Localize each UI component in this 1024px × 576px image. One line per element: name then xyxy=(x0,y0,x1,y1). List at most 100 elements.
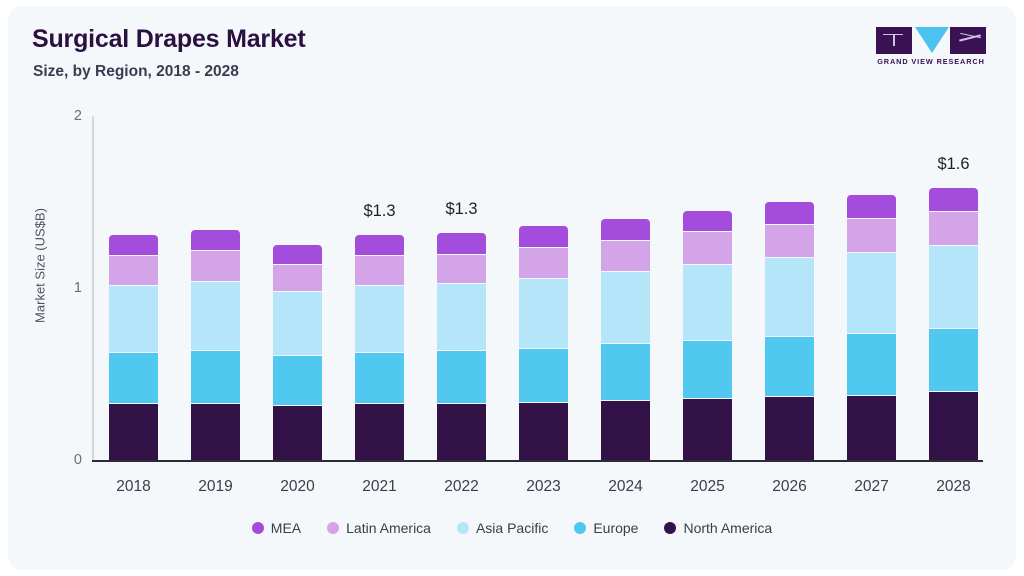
logo-square-left-icon xyxy=(876,27,912,54)
stacked-bar[interactable] xyxy=(601,219,650,460)
stacked-bar[interactable] xyxy=(929,188,978,460)
bar-segment-north-america[interactable] xyxy=(683,398,732,460)
x-axis-tick: 2021 xyxy=(362,478,397,495)
bar-segment-mea[interactable] xyxy=(355,234,404,256)
bar-segment-north-america[interactable] xyxy=(109,403,158,460)
page-title: Surgical Drapes Market xyxy=(32,25,306,53)
legend-item-asia-pacific[interactable]: Asia Pacific xyxy=(456,520,548,536)
bar-segment-asia-pacific[interactable] xyxy=(847,251,896,333)
bar-segment-asia-pacific[interactable] xyxy=(765,257,814,337)
bar-segment-north-america[interactable] xyxy=(355,403,404,460)
bar-segment-mea[interactable] xyxy=(929,188,978,211)
bar-segment-europe[interactable] xyxy=(519,348,568,402)
bar-segment-latin-america[interactable] xyxy=(847,217,896,252)
bar-segment-north-america[interactable] xyxy=(191,403,240,460)
x-axis-tick: 2028 xyxy=(936,478,971,495)
bar-segment-mea[interactable] xyxy=(437,233,486,254)
bar-segment-europe[interactable] xyxy=(273,355,322,405)
stacked-bar[interactable] xyxy=(109,234,158,460)
bar-segment-asia-pacific[interactable] xyxy=(191,281,240,350)
bar-segment-europe[interactable] xyxy=(929,327,978,392)
logo-triangle-icon xyxy=(915,27,949,53)
legend-swatch-icon xyxy=(456,522,469,534)
bar-segment-latin-america[interactable] xyxy=(355,255,404,285)
y-axis-tick: 0 xyxy=(73,452,82,468)
bar-segment-asia-pacific[interactable] xyxy=(273,291,322,356)
stacked-bar[interactable] xyxy=(273,245,322,460)
bar-segment-latin-america[interactable] xyxy=(437,253,486,283)
bar-segment-mea[interactable] xyxy=(191,229,240,251)
bar-segment-asia-pacific[interactable] xyxy=(519,277,568,349)
legend-label: Europe xyxy=(593,520,639,536)
legend-item-europe[interactable]: Europe xyxy=(574,520,638,536)
bar-segment-europe[interactable] xyxy=(847,332,896,395)
logo-square-right-icon xyxy=(950,27,986,54)
stacked-bar[interactable] xyxy=(519,226,568,460)
legend-item-mea[interactable]: MEA xyxy=(251,520,302,536)
bar-segment-latin-america[interactable] xyxy=(765,224,814,258)
bar-segment-latin-america[interactable] xyxy=(929,210,978,246)
legend-swatch-icon xyxy=(327,522,340,534)
bar-segment-asia-pacific[interactable] xyxy=(437,282,486,350)
bar-segment-europe[interactable] xyxy=(437,349,486,404)
bar-segment-europe[interactable] xyxy=(683,339,732,399)
bar-segment-mea[interactable] xyxy=(273,245,322,264)
stacked-bar[interactable] xyxy=(191,229,240,460)
bar-segment-asia-pacific[interactable] xyxy=(109,284,158,352)
y-axis-tick: 1 xyxy=(73,280,82,296)
bar-segment-mea[interactable] xyxy=(683,210,732,232)
bar-segment-latin-america[interactable] xyxy=(601,239,650,271)
legend-item-latin-america[interactable]: Latin America xyxy=(327,520,431,536)
page-subtitle: Size, by Region, 2018 - 2028 xyxy=(33,63,239,80)
bar-segment-latin-america[interactable] xyxy=(191,250,240,282)
bar-segment-north-america[interactable] xyxy=(765,396,814,460)
bar-segment-north-america[interactable] xyxy=(601,399,650,460)
bar-segment-north-america[interactable] xyxy=(847,394,896,460)
legend-item-north-america[interactable]: North America xyxy=(664,520,772,536)
logo-left-glyph-icon xyxy=(883,34,903,44)
bar-segment-north-america[interactable] xyxy=(929,391,978,460)
chart-card: Surgical Drapes Market Size, by Region, … xyxy=(8,6,1016,570)
bar-segment-north-america[interactable] xyxy=(273,404,322,460)
stacked-bar[interactable] xyxy=(355,234,404,460)
bar-segment-europe[interactable] xyxy=(765,336,814,397)
bar-segment-europe[interactable] xyxy=(109,351,158,404)
bar-segment-north-america[interactable] xyxy=(437,403,486,460)
bar-segment-asia-pacific[interactable] xyxy=(355,284,404,352)
bar-segment-latin-america[interactable] xyxy=(109,255,158,285)
bar-segment-asia-pacific[interactable] xyxy=(683,263,732,340)
bar-segment-europe[interactable] xyxy=(191,349,240,404)
bar-segment-mea[interactable] xyxy=(601,219,650,240)
legend-label: North America xyxy=(683,520,773,536)
bar-segment-asia-pacific[interactable] xyxy=(929,245,978,328)
x-axis-line xyxy=(92,460,983,462)
stacked-bar[interactable] xyxy=(765,202,814,460)
bar-segment-mea[interactable] xyxy=(109,234,158,256)
stacked-bar[interactable] xyxy=(847,195,896,460)
bar-segment-latin-america[interactable] xyxy=(519,246,568,278)
x-axis-tick: 2022 xyxy=(444,478,479,495)
bar-segment-mea[interactable] xyxy=(519,226,568,247)
logo-left-glyph-stem-icon xyxy=(893,35,895,46)
stacked-bar[interactable] xyxy=(683,210,732,460)
x-axis-tick: 2023 xyxy=(526,478,561,495)
bar-segment-latin-america[interactable] xyxy=(273,263,322,292)
logo-marks xyxy=(876,27,986,54)
legend-label: MEA xyxy=(270,520,302,536)
bar-segment-mea[interactable] xyxy=(847,195,896,218)
legend-swatch-icon xyxy=(251,522,264,534)
bar-segment-europe[interactable] xyxy=(355,351,404,404)
bar-segment-north-america[interactable] xyxy=(519,401,568,460)
stacked-bar[interactable] xyxy=(437,233,486,460)
x-axis-tick: 2025 xyxy=(690,478,725,495)
x-axis-tick: 2020 xyxy=(280,478,315,495)
bar-segment-latin-america[interactable] xyxy=(683,231,732,264)
grand-view-research-logo: GRAND VIEW RESEARCH xyxy=(876,27,986,69)
bar-value-label: $1.3 xyxy=(363,201,396,220)
bar-segment-asia-pacific[interactable] xyxy=(601,270,650,344)
bar-segment-europe[interactable] xyxy=(601,343,650,400)
bar-value-label: $1.6 xyxy=(937,155,970,174)
bar-segment-mea[interactable] xyxy=(765,202,814,225)
chart-legend: MEA Latin America Asia Pacific Europe North … xyxy=(8,520,1016,536)
y-axis-tick: 2 xyxy=(73,108,82,124)
